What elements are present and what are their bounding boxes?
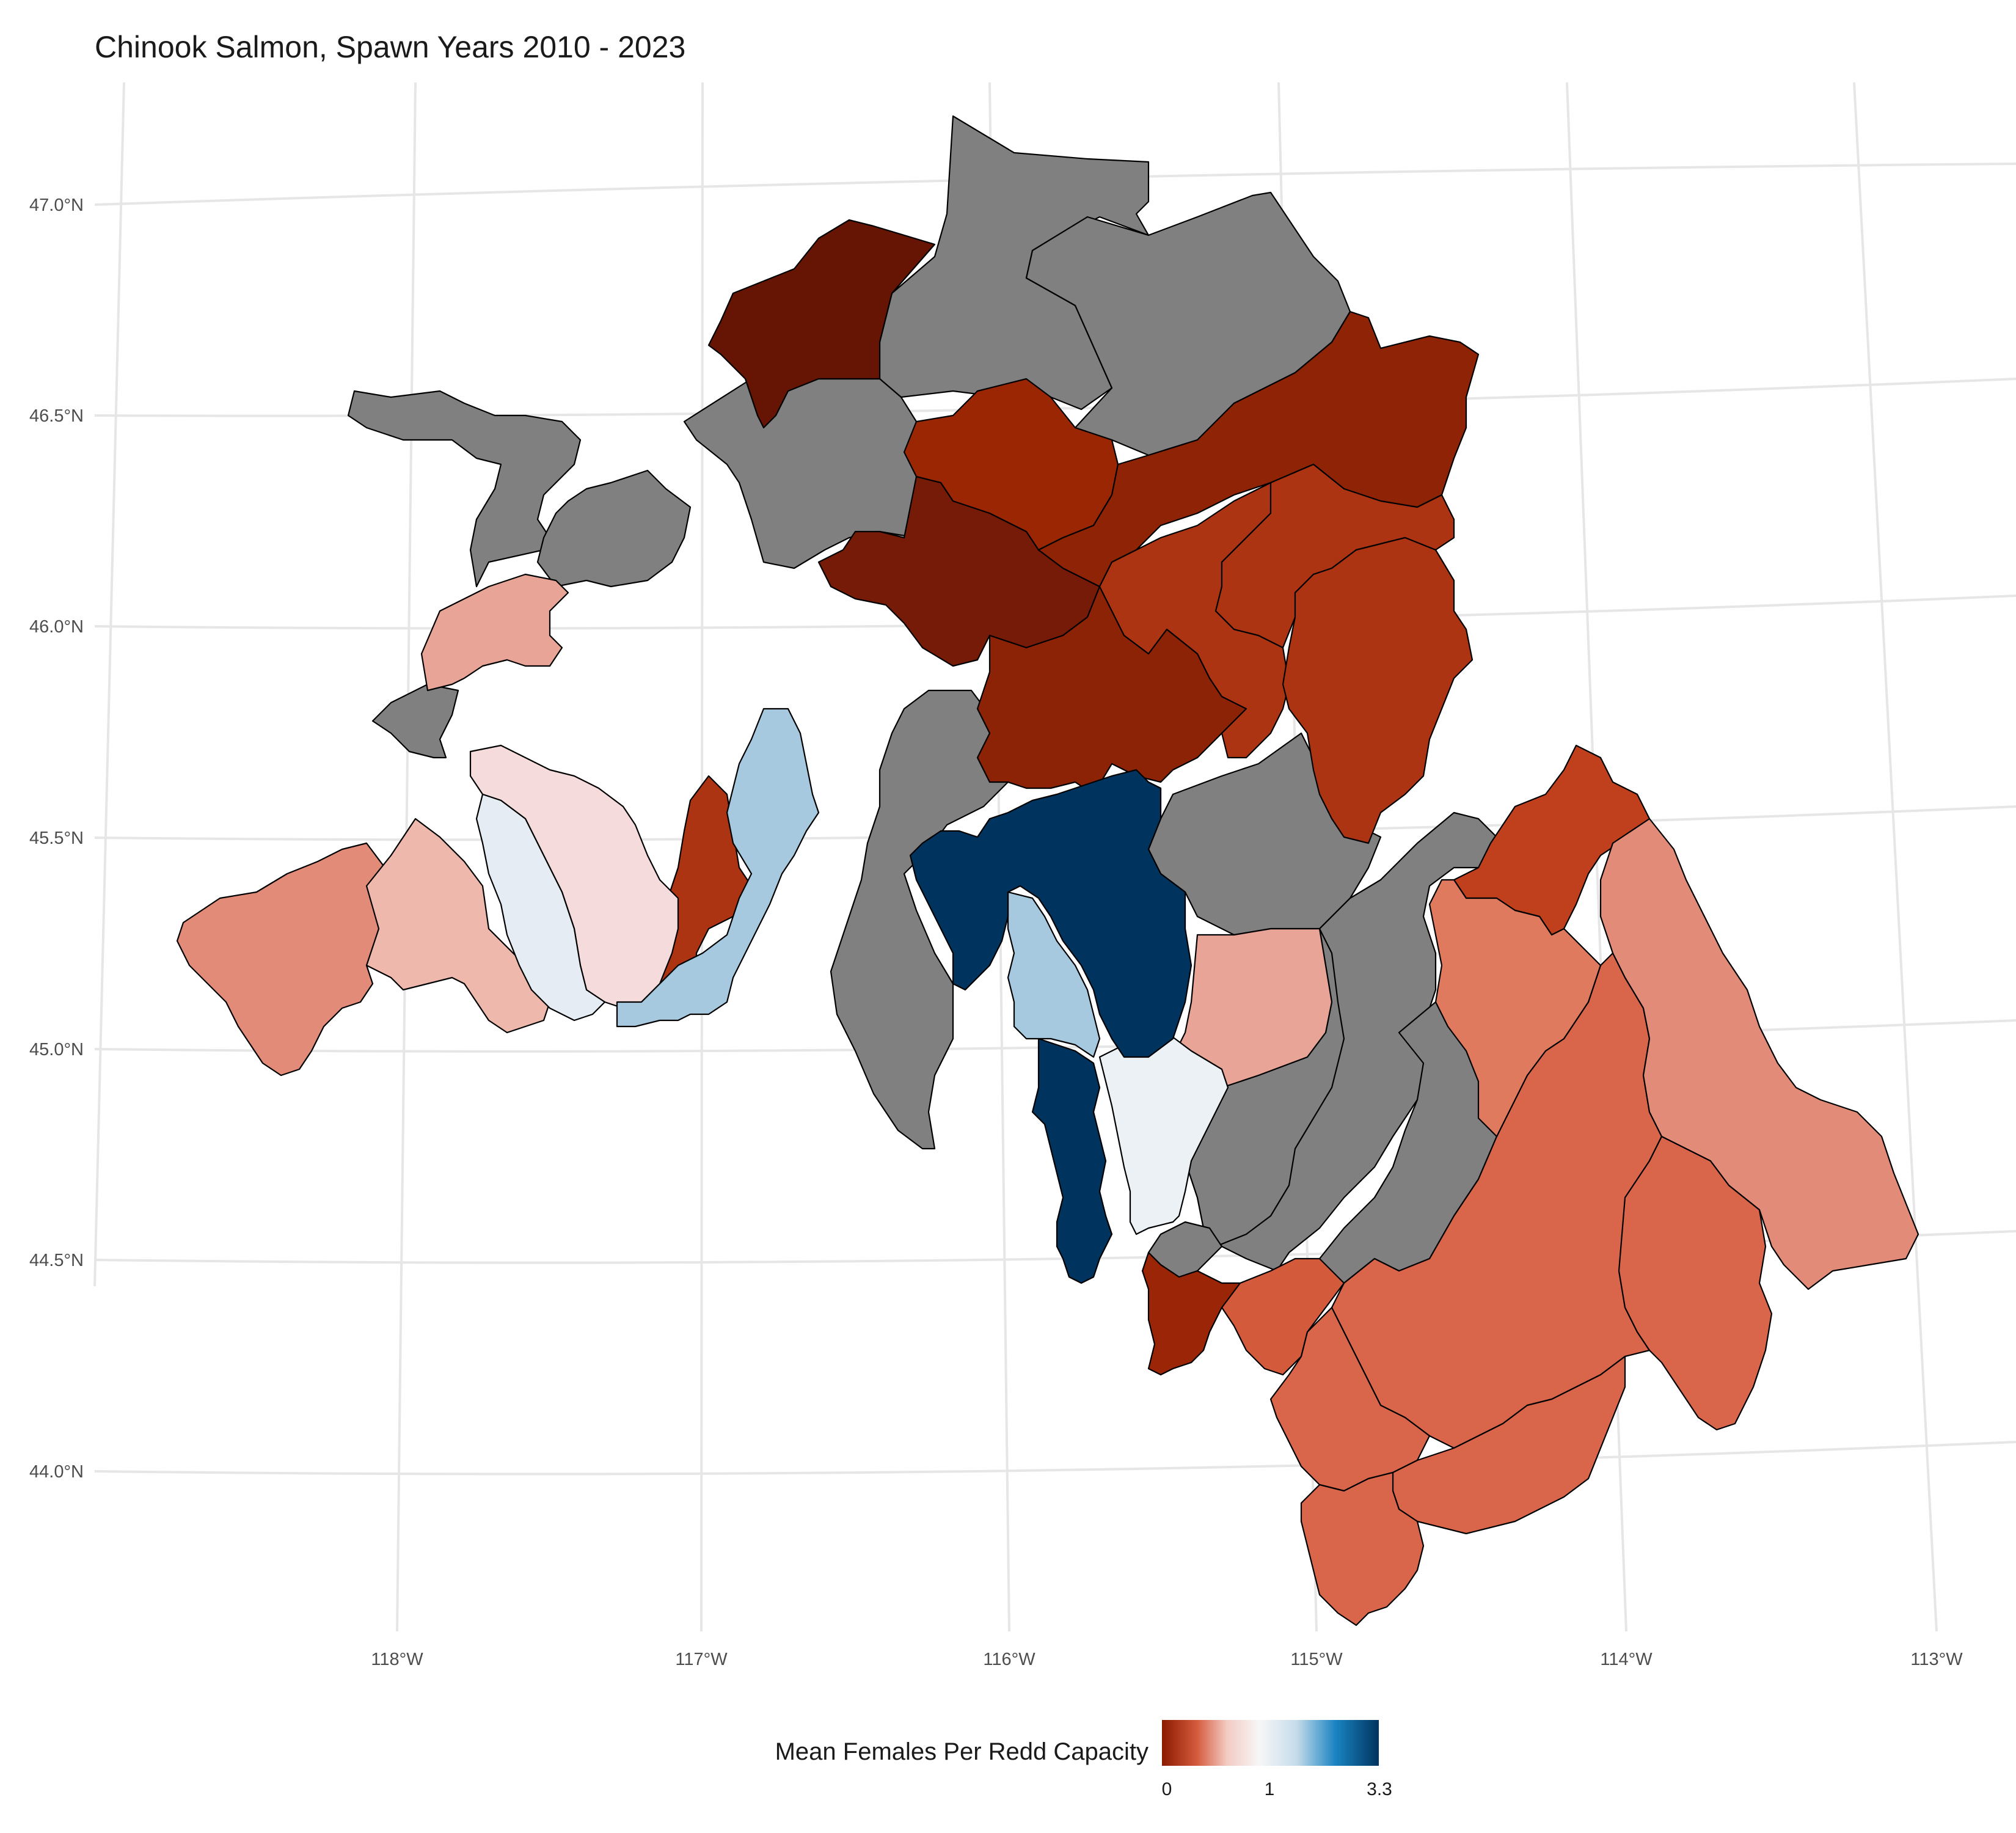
watershed-region[interactable] [1599,818,1919,1290]
watershed-region[interactable] [616,708,820,1028]
legend: Mean Females Per Redd Capacity 0 1 3.3 [775,1720,1392,1799]
watershed-region[interactable] [371,683,459,759]
x-axis-labels: 118°W 117°W 116°W 115°W 114°W 113°W [371,1650,1963,1669]
lat-label: 47.0°N [29,196,84,215]
watershed-region[interactable] [683,378,936,569]
watershed-region[interactable] [1269,1306,1431,1492]
watershed-region[interactable] [1141,1251,1247,1376]
watershed-region[interactable] [1300,1471,1425,1626]
lon-label: 114°W [1600,1650,1653,1669]
watershed-region[interactable] [1428,879,1602,1138]
legend-colorbar [1162,1720,1379,1766]
watershed-region[interactable] [1098,1031,1229,1235]
lat-label: 44.0°N [29,1462,84,1482]
legend-title: Mean Females Per Redd Capacity [775,1738,1149,1765]
watershed-region[interactable] [1031,1037,1113,1284]
watersheds [176,115,1919,1626]
legend-tick-min: 0 [1162,1779,1172,1799]
lat-label: 46.0°N [29,617,84,637]
watershed-region[interactable] [909,769,1192,1058]
grid-lat-44 [94,1441,2016,1476]
watershed-region[interactable] [707,219,936,429]
legend-tick-mid: 1 [1265,1779,1275,1799]
lon-label: 117°W [675,1650,728,1669]
lat-label: 44.5°N [29,1251,84,1270]
watershed-region[interactable] [420,573,569,692]
grid-lon-115 [1853,82,1938,1632]
lon-label: 118°W [371,1650,423,1669]
map-title: Chinook Salmon, Spawn Years 2010 - 2023 [95,30,686,64]
lon-label: 116°W [983,1650,1035,1669]
lon-label: 113°W [1910,1650,1963,1669]
watershed-region[interactable] [830,689,1015,1150]
watershed-region[interactable] [1007,891,1101,1058]
lat-label: 45.0°N [29,1040,84,1059]
lat-label: 46.5°N [29,406,84,426]
watershed-region[interactable] [536,469,692,588]
grid-lon-118 [93,82,125,1287]
watershed-region[interactable] [365,818,551,1034]
legend-tick-max: 3.3 [1367,1779,1392,1799]
lon-label: 115°W [1290,1650,1343,1669]
watershed-region[interactable] [1282,536,1474,844]
lat-label: 45.5°N [29,829,84,848]
watershed-region[interactable] [475,793,606,1022]
y-axis-labels: 47.0°N 46.5°N 46.0°N 45.5°N 45.0°N 44.5°… [29,196,84,1482]
